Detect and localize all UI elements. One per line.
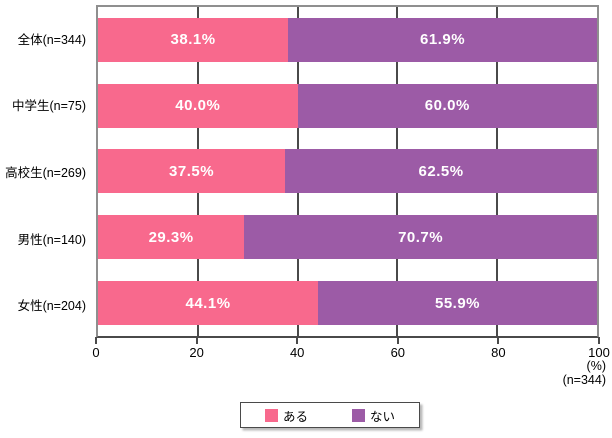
chart-row: 37.5% 62.5% xyxy=(98,139,597,205)
stacked-bar: 44.1% 55.9% xyxy=(98,281,597,326)
bar-segment: 44.1% xyxy=(98,281,319,326)
bar-segment: 55.9% xyxy=(318,281,597,326)
bar-segment: 40.0% xyxy=(98,83,298,128)
bar-rows: 38.1% 61.9% 40.0% 60.0% 37.5% 62.5% 29.3% 70.7%… xyxy=(98,7,597,336)
chart-row: 38.1% 61.9% xyxy=(98,7,597,73)
legend-item: ある xyxy=(264,406,308,425)
category-label: 中学生(n=75) xyxy=(12,99,86,114)
category-axis: 全体(n=344) 中学生(n=75) 高校生(n=269) 男性(n=140) 女性(… xyxy=(0,5,90,338)
x-axis-tick xyxy=(497,337,500,344)
x-axis-tick xyxy=(296,337,299,344)
stacked-bar: 37.5% 62.5% xyxy=(98,149,597,194)
chart-row: 44.1% 55.9% xyxy=(98,270,597,336)
chart-row: 29.3% 70.7% xyxy=(98,204,597,270)
bar-segment: 29.3% xyxy=(98,215,245,260)
stacked-bar: 40.0% 60.0% xyxy=(98,83,597,128)
bar-segment: 60.0% xyxy=(297,83,597,128)
chart-row: 40.0% 60.0% xyxy=(98,73,597,139)
legend-box: ある ない xyxy=(240,402,420,428)
x-axis-tick xyxy=(598,337,600,344)
legend-label: ある xyxy=(282,409,308,424)
x-axis-tick-label: 20 xyxy=(189,345,204,360)
legend-swatch-icon xyxy=(352,408,365,422)
legend-item: ない xyxy=(352,406,395,425)
bar-segment: 62.5% xyxy=(285,149,597,194)
bar-segment: 38.1% xyxy=(98,17,289,62)
legend-swatch-icon xyxy=(264,408,278,422)
bar-segment: 70.7% xyxy=(244,215,597,260)
plot-area: 38.1% 61.9% 40.0% 60.0% 37.5% 62.5% 29.3% 70.7%… xyxy=(96,5,599,338)
category-label: 高校生(n=269) xyxy=(5,165,86,180)
x-axis-tick xyxy=(95,337,97,344)
category-label: 女性(n=204) xyxy=(17,299,86,314)
category-label: 全体(n=344) xyxy=(17,32,86,47)
x-axis-tick-label: 40 xyxy=(289,345,305,360)
legend-label: ない xyxy=(370,409,396,424)
axis-unit-label: (%) xyxy=(586,359,606,373)
x-axis-tick-label: 60 xyxy=(390,345,406,360)
bar-segment: 61.9% xyxy=(288,17,597,62)
x-axis-tick-label: 100 xyxy=(588,345,610,360)
x-axis-tick xyxy=(396,337,399,344)
stacked-bar: 29.3% 70.7% xyxy=(98,215,597,260)
x-axis-tick-label: 80 xyxy=(491,345,506,360)
x-axis-tick-label: 0 xyxy=(92,345,100,360)
axis-sample-size-label: (n=344) xyxy=(562,373,606,387)
category-label: 男性(n=140) xyxy=(17,232,86,247)
bar-segment: 37.5% xyxy=(98,149,286,194)
stacked-bar: 38.1% 61.9% xyxy=(98,17,597,62)
x-axis-tick xyxy=(195,337,198,344)
x-axis: 0 20 40 60 80 100 xyxy=(92,337,610,360)
